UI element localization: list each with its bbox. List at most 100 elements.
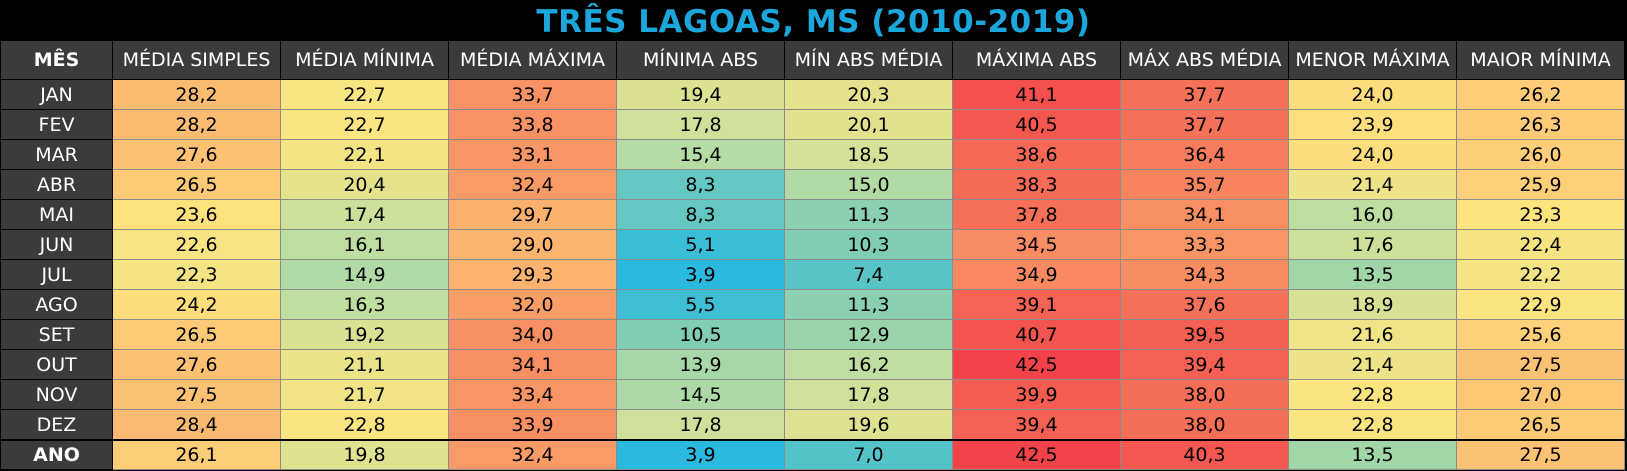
data-cell: 22,8 xyxy=(1288,409,1457,441)
data-cell: 22,4 xyxy=(1456,229,1625,260)
table-row: MAI 23,6 17,4 29,7 8,3 11,3 37,8 34,1 16,0 23,3 xyxy=(0,199,1625,230)
data-cell: 22,8 xyxy=(280,409,449,441)
table-row: ABR 26,5 20,4 32,4 8,3 15,0 38,3 35,7 21,4 25,9 xyxy=(0,169,1625,200)
table-row: JUN 22,6 16,1 29,0 5,1 10,3 34,5 33,3 17,6 22,4 xyxy=(0,229,1625,260)
data-cell: 27,6 xyxy=(112,139,281,170)
table-row: FEV 28,2 22,7 33,8 17,8 20,1 40,5 37,7 23,9 26,3 xyxy=(0,109,1625,140)
data-cell: 26,1 xyxy=(112,439,281,470)
column-header: MÉDIA SIMPLES xyxy=(112,40,281,80)
row-label: FEV xyxy=(0,109,113,140)
data-cell: 22,7 xyxy=(280,79,449,110)
data-cell: 27,5 xyxy=(112,379,281,410)
column-header-month: MÊS xyxy=(0,40,113,80)
data-cell: 26,5 xyxy=(112,319,281,350)
data-cell: 19,4 xyxy=(616,79,785,110)
data-cell: 38,3 xyxy=(952,169,1121,200)
data-cell: 27,5 xyxy=(1456,349,1625,380)
data-cell: 18,9 xyxy=(1288,289,1457,320)
data-cell: 17,8 xyxy=(784,379,953,410)
data-cell: 28,2 xyxy=(112,79,281,110)
data-cell: 34,3 xyxy=(1120,259,1289,290)
data-cell: 23,6 xyxy=(112,199,281,230)
data-cell: 16,1 xyxy=(280,229,449,260)
data-cell: 13,5 xyxy=(1288,259,1457,290)
row-label: ABR xyxy=(0,169,113,200)
table-row: NOV 27,5 21,7 33,4 14,5 17,8 39,9 38,0 22,8 27,0 xyxy=(0,379,1625,410)
data-cell: 39,4 xyxy=(952,409,1121,441)
data-cell: 29,0 xyxy=(448,229,617,260)
table-row: DEZ 28,4 22,8 33,9 17,8 19,6 39,4 38,0 22,8 26,5 xyxy=(0,409,1625,441)
data-cell: 42,5 xyxy=(952,439,1121,470)
data-cell: 23,9 xyxy=(1288,109,1457,140)
data-cell: 32,0 xyxy=(448,289,617,320)
data-cell: 11,3 xyxy=(784,289,953,320)
data-cell: 37,6 xyxy=(1120,289,1289,320)
data-cell: 24,0 xyxy=(1288,79,1457,110)
data-cell: 34,5 xyxy=(952,229,1121,260)
header-row: MÊS MÉDIA SIMPLES MÉDIA MÍNIMA MÉDIA MÁXIMA… xyxy=(0,40,1625,80)
row-label: SET xyxy=(0,319,113,350)
data-cell: 10,3 xyxy=(784,229,953,260)
data-cell: 3,9 xyxy=(616,439,785,470)
data-cell: 34,1 xyxy=(1120,199,1289,230)
table-row: AGO 24,2 16,3 32,0 5,5 11,3 39,1 37,6 18,9 22,9 xyxy=(0,289,1625,320)
data-cell: 37,8 xyxy=(952,199,1121,230)
column-header: MÍNIMA ABS xyxy=(616,40,785,80)
data-cell: 34,0 xyxy=(448,319,617,350)
data-cell: 32,4 xyxy=(448,439,617,470)
data-cell: 29,7 xyxy=(448,199,617,230)
data-cell: 34,9 xyxy=(952,259,1121,290)
data-cell: 40,3 xyxy=(1120,439,1289,470)
row-label: JUL xyxy=(0,259,113,290)
data-cell: 26,5 xyxy=(112,169,281,200)
data-cell: 7,4 xyxy=(784,259,953,290)
row-label: MAI xyxy=(0,199,113,230)
data-cell: 28,4 xyxy=(112,409,281,441)
data-cell: 22,7 xyxy=(280,109,449,140)
data-cell: 22,8 xyxy=(1288,379,1457,410)
data-cell: 16,3 xyxy=(280,289,449,320)
data-cell: 39,9 xyxy=(952,379,1121,410)
data-cell: 20,4 xyxy=(280,169,449,200)
data-cell: 42,5 xyxy=(952,349,1121,380)
column-header: MÁX ABS MÉDIA xyxy=(1120,40,1289,80)
data-cell: 27,5 xyxy=(1456,439,1625,470)
row-label: NOV xyxy=(0,379,113,410)
data-cell: 22,1 xyxy=(280,139,449,170)
table-body: JAN 28,2 22,7 33,7 19,4 20,3 41,1 37,7 24,0 26,2 F… xyxy=(0,79,1625,470)
data-cell: 21,7 xyxy=(280,379,449,410)
row-label: DEZ xyxy=(0,409,113,441)
data-cell: 16,0 xyxy=(1288,199,1457,230)
data-cell: 5,5 xyxy=(616,289,785,320)
table-row: JAN 28,2 22,7 33,7 19,4 20,3 41,1 37,7 24,0 26,2 xyxy=(0,79,1625,110)
column-header: MAIOR MÍNIMA xyxy=(1456,40,1625,80)
data-cell: 20,1 xyxy=(784,109,953,140)
data-cell: 28,2 xyxy=(112,109,281,140)
column-header: MÉDIA MÁXIMA xyxy=(448,40,617,80)
data-cell: 38,6 xyxy=(952,139,1121,170)
data-cell: 33,8 xyxy=(448,109,617,140)
data-cell: 26,5 xyxy=(1456,409,1625,441)
data-cell: 21,4 xyxy=(1288,169,1457,200)
data-cell: 26,2 xyxy=(1456,79,1625,110)
data-cell: 8,3 xyxy=(616,199,785,230)
data-cell: 40,7 xyxy=(952,319,1121,350)
data-cell: 33,7 xyxy=(448,79,617,110)
data-cell: 19,6 xyxy=(784,409,953,441)
data-cell: 37,7 xyxy=(1120,109,1289,140)
data-cell: 24,0 xyxy=(1288,139,1457,170)
data-cell: 25,9 xyxy=(1456,169,1625,200)
row-label: JAN xyxy=(0,79,113,110)
row-label: JUN xyxy=(0,229,113,260)
table-row: OUT 27,6 21,1 34,1 13,9 16,2 42,5 39,4 21,4 27,5 xyxy=(0,349,1625,380)
data-cell: 39,5 xyxy=(1120,319,1289,350)
data-cell: 22,6 xyxy=(112,229,281,260)
data-cell: 5,1 xyxy=(616,229,785,260)
table-title: TRÊS LAGOAS, MS (2010-2019) xyxy=(0,0,1627,40)
data-cell: 17,6 xyxy=(1288,229,1457,260)
row-label: AGO xyxy=(0,289,113,320)
data-cell: 41,1 xyxy=(952,79,1121,110)
data-cell: 39,1 xyxy=(952,289,1121,320)
data-cell: 3,9 xyxy=(616,259,785,290)
data-cell: 22,3 xyxy=(112,259,281,290)
